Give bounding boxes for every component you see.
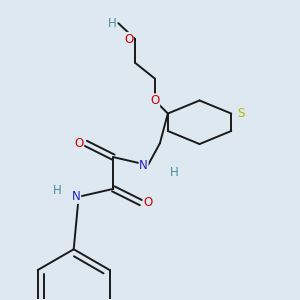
Text: O: O	[74, 137, 84, 150]
Text: O: O	[143, 196, 152, 209]
Text: H: H	[170, 167, 178, 179]
Text: H: H	[108, 17, 116, 30]
Text: N: N	[139, 159, 148, 172]
Text: S: S	[238, 107, 245, 120]
Text: N: N	[72, 190, 81, 203]
Text: O: O	[150, 94, 160, 107]
Text: H: H	[53, 184, 62, 197]
Text: O: O	[124, 32, 133, 46]
